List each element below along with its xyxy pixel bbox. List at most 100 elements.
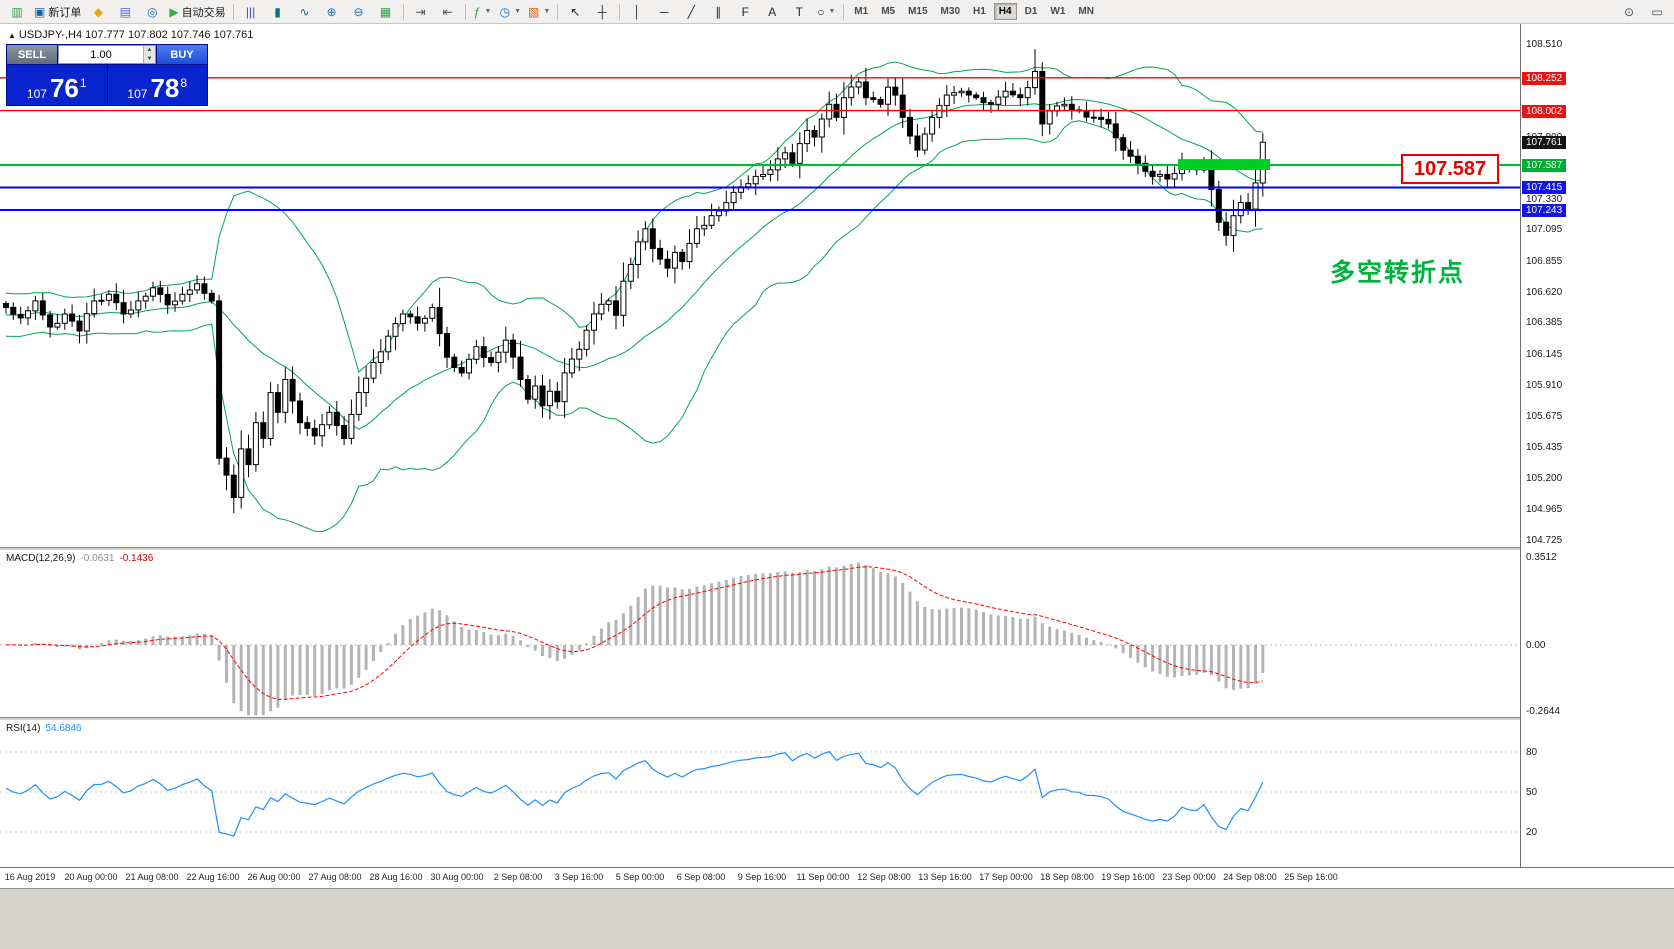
price-tick-105.435: 105.435 bbox=[1526, 441, 1563, 453]
buy-price-point: 8 bbox=[180, 76, 188, 90]
sell-button[interactable]: SELL bbox=[7, 45, 57, 64]
time-axis[interactable]: 16 Aug 2019 20 Aug 00:00 21 Aug 08:00 22 Au… bbox=[0, 867, 1674, 888]
crosshair-button[interactable]: ┼ bbox=[589, 1, 615, 23]
vertical-line-button[interactable]: │ bbox=[624, 1, 650, 23]
bar-chart-button[interactable]: ||| bbox=[238, 1, 264, 23]
text-label-button[interactable]: T bbox=[786, 1, 812, 23]
toolbar-separator bbox=[464, 3, 466, 20]
timeframe-mn-button[interactable]: MN bbox=[1078, 6, 1094, 17]
collapse-triangle-icon[interactable]: ▲ bbox=[8, 31, 16, 40]
one-click-trade-panel: SELL 1.00 ▲ ▼ BUY 107 76 1 107 78 8 bbox=[6, 44, 208, 106]
volume-field[interactable]: 1.00 ▲ ▼ bbox=[58, 45, 156, 64]
auto-scroll-button[interactable]: ⇥ bbox=[408, 1, 434, 23]
zoom-in-button[interactable]: ⊕ bbox=[319, 1, 345, 23]
volume-down-button[interactable]: ▼ bbox=[144, 54, 155, 63]
buy-price-display[interactable]: 107 78 8 bbox=[107, 65, 207, 105]
shapes-dropdown-icon[interactable]: ▼ bbox=[828, 8, 836, 15]
periods-button[interactable]: ◷ ▼ bbox=[497, 1, 524, 23]
periods-dropdown-icon[interactable]: ▼ bbox=[514, 8, 521, 15]
time-label: 13 Sep 16:00 bbox=[918, 872, 972, 882]
fibonacci-icon: F bbox=[741, 4, 749, 19]
macd-signal-line bbox=[5, 566, 1263, 700]
timeframe-h1-button[interactable]: H1 bbox=[973, 6, 986, 17]
price-level-textbox[interactable]: 107.587 bbox=[1401, 154, 1499, 184]
navigator-button[interactable]: ◎ bbox=[139, 1, 165, 23]
timeframe-d1-button[interactable]: D1 bbox=[1024, 6, 1038, 17]
timeframe-m30-button[interactable]: M30 bbox=[940, 6, 960, 17]
channel-button[interactable]: ∥ bbox=[705, 1, 731, 23]
new-order-icon: ▣ bbox=[34, 4, 46, 19]
macd-tick-0.3512: 0.3512 bbox=[1526, 551, 1557, 563]
candlestick-chart-button[interactable]: ▮ bbox=[265, 1, 291, 23]
main-chart[interactable] bbox=[0, 24, 1520, 547]
trendline-icon: ╱ bbox=[687, 4, 695, 19]
fibonacci-button[interactable]: F bbox=[732, 1, 758, 23]
chart-annotation-text[interactable]: 多空转折点 bbox=[1330, 259, 1466, 287]
chart-shift-button[interactable]: ⇤ bbox=[435, 1, 461, 23]
rsi-panel[interactable] bbox=[0, 721, 1520, 867]
green-zone-rectangle[interactable] bbox=[1178, 159, 1270, 170]
chart-shift-icon: ⇤ bbox=[442, 4, 453, 19]
shapes-button[interactable]: ○ ▼ bbox=[813, 1, 839, 23]
horizontal-level-lines[interactable] bbox=[0, 77, 1520, 211]
bollinger-middle-line bbox=[5, 98, 1263, 430]
new-chart-button[interactable]: ▥ bbox=[4, 1, 30, 23]
macd-tick--0.2644: -0.2644 bbox=[1526, 706, 1560, 718]
autotrading-button[interactable]: ▶ 自动交易 bbox=[166, 1, 228, 23]
line-chart-icon: ∿ bbox=[299, 4, 310, 19]
sell-price-display[interactable]: 107 76 1 bbox=[7, 65, 107, 105]
line-chart-button[interactable]: ∿ bbox=[292, 1, 318, 23]
bar-chart-icon: ||| bbox=[245, 4, 256, 19]
indicators-dropdown-icon[interactable]: ▼ bbox=[484, 8, 492, 15]
tile-windows-button[interactable]: ▦ bbox=[373, 1, 399, 23]
cursor-button[interactable]: ↖ bbox=[562, 1, 588, 23]
new-order-button[interactable]: ▣ 新订单 bbox=[31, 1, 84, 23]
bollinger-bands bbox=[5, 61, 1263, 533]
rsi-tick-50: 50 bbox=[1526, 787, 1538, 798]
time-label: 11 Sep 00:00 bbox=[796, 872, 850, 882]
templates-dropdown-icon[interactable]: ▼ bbox=[543, 8, 551, 15]
indicators-button[interactable]: ƒ ▼ bbox=[470, 1, 496, 23]
buy-price-pips: 78 bbox=[150, 73, 180, 103]
buy-button[interactable]: BUY bbox=[157, 45, 207, 64]
templates-icon: ▧ bbox=[528, 4, 540, 19]
price-tick-106.145: 106.145 bbox=[1526, 348, 1563, 360]
panel-separator[interactable] bbox=[0, 717, 1674, 721]
rsi-line bbox=[5, 750, 1264, 837]
price-tick-107.095: 107.095 bbox=[1526, 224, 1563, 236]
time-label: 27 Aug 08:00 bbox=[308, 872, 362, 882]
price-axis[interactable]: 108.510107.800107.330107.095106.855106.6… bbox=[1520, 24, 1674, 888]
toolbar-separator bbox=[619, 3, 621, 20]
timeframe-m15-button[interactable]: M15 bbox=[908, 6, 928, 17]
file-group: ▥ ▣ 新订单 ◆ ▤ ◎ ▶ 自动交易 bbox=[4, 1, 229, 23]
macd-tick-0.00: 0.00 bbox=[1526, 640, 1546, 651]
timeframe-m1-button[interactable]: M1 bbox=[854, 6, 869, 17]
search-button[interactable]: ⊙ bbox=[1616, 1, 1642, 23]
candle-bodies bbox=[3, 71, 1266, 499]
templates-button[interactable]: ▧ ▼ bbox=[525, 1, 553, 23]
search-icon: ⊙ bbox=[1623, 4, 1635, 19]
macd-panel[interactable] bbox=[0, 551, 1520, 717]
timeframe-m5-button[interactable]: M5 bbox=[881, 6, 896, 17]
macd-name: MACD(12,26,9) bbox=[6, 553, 76, 564]
volume-value[interactable]: 1.00 bbox=[90, 48, 112, 61]
workspace-button[interactable]: ▭ bbox=[1644, 1, 1670, 23]
trendline-button[interactable]: ╱ bbox=[678, 1, 704, 23]
timeframe-h4-button[interactable]: H4 bbox=[993, 3, 1017, 20]
zoom-out-button[interactable]: ⊖ bbox=[346, 1, 372, 23]
workspace-icon: ▭ bbox=[1651, 4, 1663, 19]
objects-group: │ ─ ╱ ∥ F A T ○ ▼ bbox=[624, 1, 839, 23]
timeframe-w1-button[interactable]: W1 bbox=[1050, 6, 1066, 17]
horizontal-line-button[interactable]: ─ bbox=[651, 1, 677, 23]
macd-histogram bbox=[4, 562, 1265, 716]
text-button[interactable]: A bbox=[759, 1, 785, 23]
market-watch-button[interactable]: ◆ bbox=[85, 1, 111, 23]
rsi-indicator-label: RSI(14) 54.6846 bbox=[6, 723, 82, 734]
panel-separator[interactable] bbox=[0, 547, 1674, 551]
auto-scroll-icon: ⇥ bbox=[415, 4, 426, 19]
crosshair-icon: ┼ bbox=[598, 4, 607, 19]
volume-up-button[interactable]: ▲ bbox=[144, 46, 155, 55]
data-window-button[interactable]: ▤ bbox=[112, 1, 138, 23]
timeframe-group: M1 M5 M15 M30 H1 H4 D1 W1 MN bbox=[848, 3, 1100, 20]
